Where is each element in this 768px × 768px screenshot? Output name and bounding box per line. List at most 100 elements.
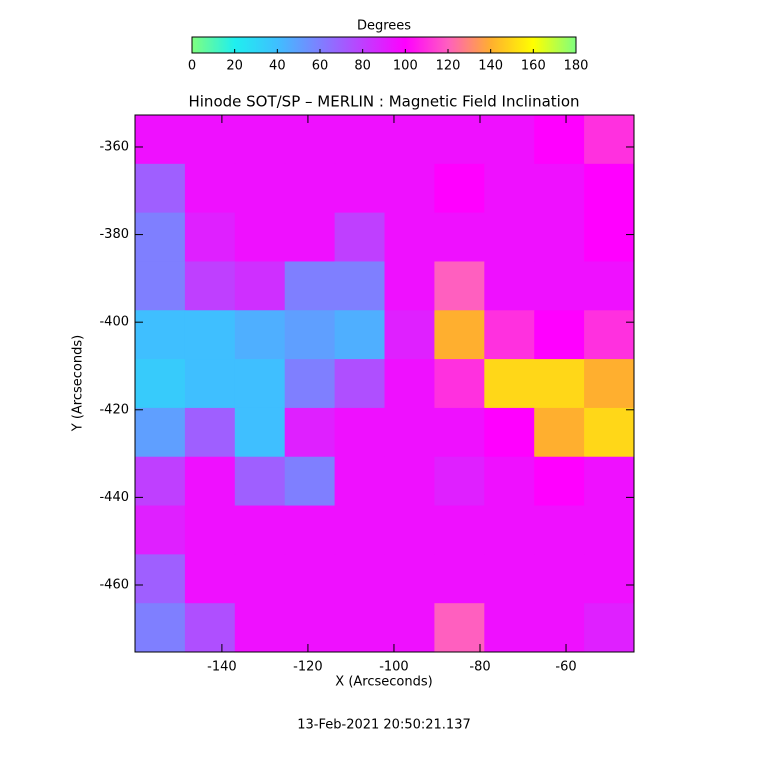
heatmap-cell <box>184 505 236 555</box>
heatmap-cell <box>434 310 485 360</box>
colorbar <box>191 36 577 54</box>
heatmap-cell <box>334 554 385 604</box>
heatmap-cell <box>584 261 635 311</box>
heatmap-cell <box>135 359 186 409</box>
heatmap-cell <box>234 261 286 311</box>
heatmap-cell <box>534 212 585 262</box>
heatmap-cell <box>135 261 186 311</box>
colorbar-tick-label: 0 <box>188 59 196 74</box>
heatmap-cell <box>135 163 186 214</box>
heatmap-cell <box>234 310 286 360</box>
heatmap-cell <box>184 163 236 214</box>
heatmap-cell <box>334 310 385 360</box>
heatmap-cell <box>434 212 485 262</box>
heatmap-cell <box>384 212 435 262</box>
heatmap-cell <box>534 505 585 555</box>
heatmap-cell <box>234 163 286 214</box>
heatmap-cell <box>384 603 435 653</box>
heatmap-cell <box>334 603 385 653</box>
heatmap-cell <box>584 115 635 165</box>
heatmap-cell <box>484 261 535 311</box>
heatmap-cell <box>284 359 336 409</box>
heatmap-cell <box>384 115 435 165</box>
heatmap-cell <box>234 603 286 653</box>
heatmap-cell <box>534 554 585 604</box>
heatmap-cell <box>234 359 286 409</box>
x-tick-label: -140 <box>207 660 237 675</box>
heatmap-cell <box>434 456 485 507</box>
heatmap-cell <box>234 212 286 262</box>
heatmap-cell <box>484 310 535 360</box>
heatmap-cell <box>534 359 585 409</box>
heatmap-cell <box>334 212 385 262</box>
heatmap-cell <box>484 603 535 653</box>
heatmap-cell <box>284 603 336 653</box>
heatmap-cell <box>484 212 535 262</box>
heatmap-cell <box>434 554 485 604</box>
y-tick-label: -400 <box>99 315 129 330</box>
heatmap-cell <box>284 212 336 262</box>
heatmap-cell <box>434 603 485 653</box>
colorbar-tick-label: 180 <box>564 59 589 74</box>
heatmap-cell <box>184 212 236 262</box>
heatmap-cell <box>234 407 286 458</box>
heatmap-cell <box>534 456 585 507</box>
heatmap-cell <box>184 261 236 311</box>
heatmap-cell <box>135 505 186 555</box>
heatmap-cell <box>284 261 336 311</box>
heatmap-cell <box>584 310 635 360</box>
heatmap-cell <box>434 407 485 458</box>
heatmap-cell <box>135 310 186 360</box>
colorbar-tick-label: 100 <box>393 59 418 74</box>
heatmap-cell <box>135 603 186 653</box>
heatmap-cell <box>384 554 435 604</box>
heatmap-cell <box>184 310 236 360</box>
heatmap-cell <box>534 603 585 653</box>
heatmap-cell <box>534 407 585 458</box>
heatmap-cell <box>384 359 435 409</box>
heatmap-cell <box>234 456 286 507</box>
x-tick-label: -100 <box>379 660 409 675</box>
heatmap-cell <box>184 456 236 507</box>
heatmap-cell <box>584 359 635 409</box>
colorbar-tick-label: 60 <box>312 59 329 74</box>
colorbar-tick-label: 160 <box>521 59 546 74</box>
colorbar-tick-label: 80 <box>354 59 371 74</box>
heatmap-cell <box>484 163 535 214</box>
heatmap-cell <box>584 212 635 262</box>
heatmap-cell <box>584 407 635 458</box>
colorbar-tick-label: 140 <box>478 59 503 74</box>
heatmap-cell <box>584 456 635 507</box>
heatmap-cell <box>284 505 336 555</box>
heatmap-cell <box>484 359 535 409</box>
heatmap-cell <box>334 163 385 214</box>
heatmap-cell <box>135 212 186 262</box>
heatmap-cell <box>534 163 585 214</box>
heatmap-cell <box>184 115 236 165</box>
heatmap-cell <box>434 163 485 214</box>
heatmap-cell <box>334 456 385 507</box>
colorbar-tick-label: 120 <box>436 59 461 74</box>
heatmap-cell <box>384 505 435 555</box>
heatmap-cell <box>484 407 535 458</box>
x-tick-label: -80 <box>469 660 490 675</box>
heatmap-cell <box>484 456 535 507</box>
y-tick-label: -360 <box>99 139 129 154</box>
heatmap-cell <box>284 456 336 507</box>
heatmap-cell <box>534 115 585 165</box>
heatmap-cell <box>284 115 336 165</box>
heatmap-cell <box>184 603 236 653</box>
heatmap-cell <box>584 603 635 653</box>
x-tick-label: -60 <box>555 660 576 675</box>
heatmap-cell <box>284 163 336 214</box>
heatmap-cell <box>284 554 336 604</box>
heatmap-cell <box>135 115 186 165</box>
heatmap-cell <box>384 310 435 360</box>
heatmap-cell <box>135 554 186 604</box>
heatmap-cell <box>184 554 236 604</box>
heatmap-cell <box>284 407 336 458</box>
plot-frame <box>134 114 635 653</box>
heatmap-cell <box>234 505 286 555</box>
colorbar-tick-label: 40 <box>269 59 286 74</box>
heatmap-cell <box>234 115 286 165</box>
